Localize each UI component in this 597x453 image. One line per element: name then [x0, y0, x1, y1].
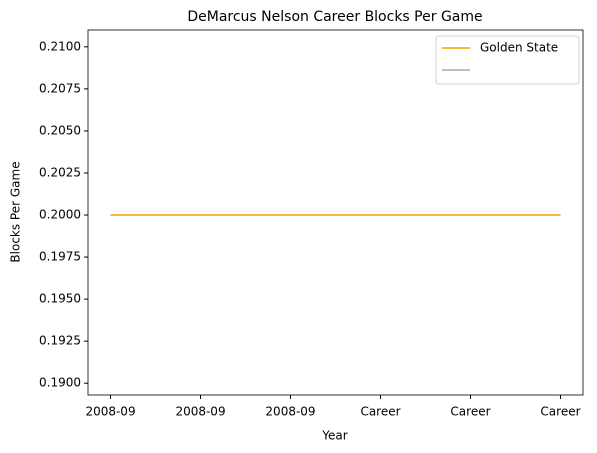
y-tick-label: 0.2075	[39, 81, 81, 95]
x-tick-label: Career	[540, 405, 580, 419]
x-tick-label: Career	[450, 405, 490, 419]
y-tick-label: 0.1925	[39, 334, 81, 348]
y-tick-label: 0.2000	[39, 208, 81, 222]
x-tick-label: Career	[360, 405, 400, 419]
y-tick-label: 0.2100	[39, 39, 81, 53]
y-axis-label: Blocks Per Game	[9, 161, 23, 262]
plot-frame	[87, 29, 584, 396]
x-tick-label: 2008-09	[175, 405, 225, 419]
x-axis-label: Year	[321, 429, 347, 443]
legend-box	[435, 35, 580, 85]
y-tick-label: 0.1900	[39, 376, 81, 390]
legend-label: Golden State	[480, 41, 558, 55]
y-tick-label: 0.1975	[39, 250, 81, 264]
x-tick-label: 2008-09	[265, 405, 315, 419]
y-tick-label: 0.2050	[39, 123, 81, 137]
x-tick-label: 2008-09	[85, 405, 135, 419]
chart-title: DeMarcus Nelson Career Blocks Per Game	[187, 9, 482, 25]
y-tick-label: 0.1950	[39, 292, 81, 306]
y-tick-label: 0.2025	[39, 165, 81, 179]
